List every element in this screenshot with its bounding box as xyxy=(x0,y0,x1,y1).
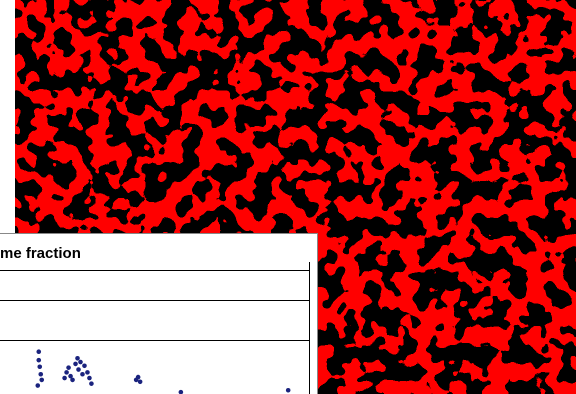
data-point xyxy=(82,364,87,369)
data-point xyxy=(38,372,43,377)
data-point xyxy=(37,364,42,369)
data-point xyxy=(87,376,92,381)
data-point xyxy=(70,378,75,383)
data-point xyxy=(89,381,94,386)
data-point xyxy=(136,375,141,380)
data-point xyxy=(62,376,67,381)
data-point xyxy=(64,370,69,375)
data-point xyxy=(73,362,78,367)
data-point xyxy=(35,383,40,388)
data-point xyxy=(36,358,41,363)
data-point xyxy=(75,356,80,361)
page: {"chart_data": {"type": "scatter", "titl… xyxy=(0,0,576,394)
data-point xyxy=(66,365,71,370)
chart-title: me fraction xyxy=(0,245,81,262)
data-point xyxy=(138,379,143,384)
data-point xyxy=(78,360,83,365)
data-point xyxy=(85,370,90,375)
chart-panel: me fraction xyxy=(0,233,318,394)
data-point xyxy=(39,378,44,383)
data-point xyxy=(80,372,85,377)
data-point xyxy=(36,349,41,354)
data-point xyxy=(76,367,81,372)
screenshot: me fraction xyxy=(0,0,576,394)
data-point xyxy=(286,388,291,393)
